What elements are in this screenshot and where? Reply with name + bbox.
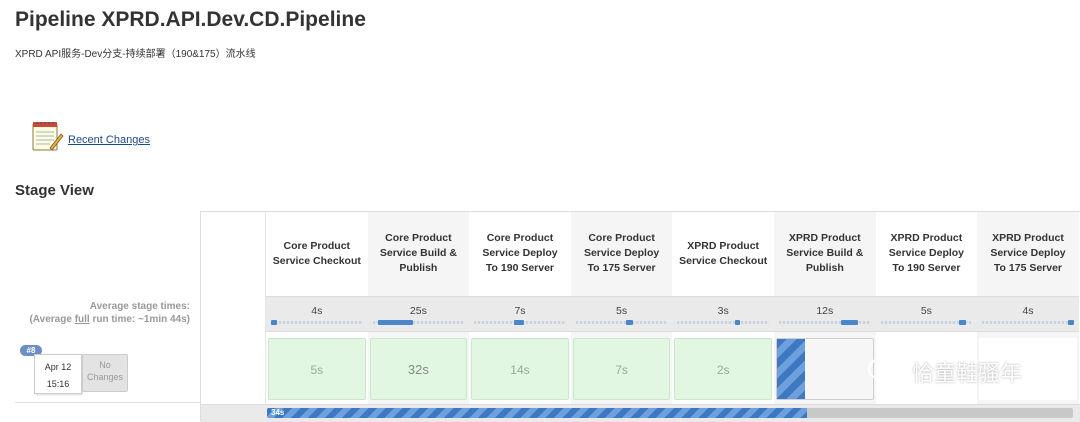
stage-columns: Core Product Service Checkout 4s 5s Core Pr… [266,212,1079,422]
stage-average-bar [372,320,465,325]
stage-header[interactable]: XPRD Product Service Build & Publish [786,232,864,274]
stage-view-table: Core Product Service Checkout 4s 5s Core Pr… [200,211,1080,422]
build-date: Apr 12 [44,362,72,372]
stage-average-marker [1068,320,1074,325]
stage-average: 25s [367,296,470,332]
running-stripe [777,339,805,399]
stage-average-marker [734,320,741,325]
stage-column: Core Product Service Deploy To 190 Serve… [469,212,571,407]
run-progress-label: 34s [271,408,285,417]
stage-cell-success[interactable]: 7s [572,338,671,400]
wechat-icon [868,358,904,385]
stage-column: Core Product Service Deploy To 175 Serve… [570,212,673,407]
stage-run-time: 5s [310,363,324,377]
stage-cell-success[interactable]: 2s [674,338,772,400]
stage-average: 5s [570,296,673,332]
watermark: 恰童鞋骚年 [866,356,1022,388]
build-number-badge[interactable]: #8 [20,345,42,356]
stage-cell-success[interactable]: 32s [369,338,468,400]
stage-view-gutter [201,212,266,422]
stage-column: XPRD Product Service Build & Publish 12s [774,212,876,407]
stage-view-title: Stage View [15,182,94,199]
stage-header[interactable]: XPRD Product Service Deploy To 175 Serve… [990,232,1066,274]
build-time: 15:16 [46,379,70,389]
run-progress-bar: 34s [267,408,1073,418]
stage-average-marker [840,320,858,325]
stage-average-bar [880,320,973,325]
watermark-text: 恰童鞋骚年 [912,362,1023,387]
stage-run-time: 2s [716,363,730,377]
page-title: Pipeline XPRD.API.Dev.CD.Pipeline [15,8,366,31]
stage-average-bar [575,320,668,325]
stage-average-bar [677,320,769,325]
average-stage-times-label: Average stage times: (Average full run t… [29,301,190,325]
stage-average-bar [779,320,871,325]
run-progress-fill [267,408,808,418]
stage-average-marker [271,320,277,325]
full-run-link[interactable]: full [74,314,90,325]
stage-average-marker [378,320,413,325]
stage-header[interactable]: Core Product Service Build & Publish [379,232,457,274]
stage-column: Core Product Service Build & Publish 25s 3… [367,212,470,407]
stage-average-time: 3s [717,305,729,317]
stage-header[interactable]: XPRD Product Service Deploy To 190 Serve… [888,232,965,274]
stage-average-time: 12s [816,305,834,317]
stage-cell-running[interactable] [776,338,874,400]
stage-average-bar [474,320,566,325]
stage-cell-success[interactable]: 5s [268,338,366,400]
stage-average-time: 7s [514,305,526,317]
page-subtitle: XPRD API服务-Dev分支-持续部署（190&175）流水线 [15,49,256,60]
stage-column: Core Product Service Checkout 4s 5s [266,212,368,407]
stage-average-bar [271,320,363,325]
stage-average-time: 5s [920,305,932,317]
stage-average-time: 5s [616,305,628,317]
recent-changes[interactable]: Recent Changes [30,118,150,152]
stage-cell-pending[interactable] [979,338,1077,400]
stage-header[interactable]: Core Product Service Checkout [272,239,361,267]
stage-average: 12s [774,296,876,332]
stage-average: 5s [875,296,978,332]
stage-average-time: 4s [311,305,323,317]
stage-average-time: 25s [409,305,427,317]
run-progress-row: 34s [201,404,1080,422]
stage-cell-success[interactable]: 14s [471,338,569,400]
stage-average-bar [982,320,1074,325]
stage-column: XPRD Product Service Checkout 3s 2s [672,212,774,407]
build-row[interactable]: #8 Apr 12 15:16 No Changes [15,345,200,403]
stage-run-time: 14s [510,363,530,377]
notepad-icon [32,122,64,151]
stage-header[interactable]: Core Product Service Deploy To 190 Serve… [482,232,558,274]
stage-column: XPRD Product Service Deploy To 175 Serve… [977,212,1079,407]
stage-run-time: 7s [615,363,628,377]
stage-average-marker [625,320,634,325]
stage-header[interactable]: Core Product Service Deploy To 175 Serve… [583,232,660,274]
recent-changes-link[interactable]: Recent Changes [68,134,150,146]
stage-average-marker [959,320,967,325]
build-changes[interactable]: No Changes [82,354,128,392]
build-datetime: Apr 12 15:16 [34,354,82,394]
stage-average-marker [514,320,525,325]
stage-average: 4s [977,296,1079,332]
stage-average: 3s [672,296,774,332]
stage-header[interactable]: XPRD Product Service Checkout [679,239,768,267]
stage-average: 7s [469,296,571,332]
stage-average: 4s [266,296,368,332]
stage-run-time: 32s [407,362,429,377]
stage-average-time: 4s [1022,305,1034,317]
